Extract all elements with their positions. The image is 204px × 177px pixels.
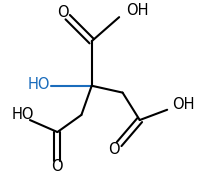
Text: O: O <box>52 159 63 174</box>
Text: O: O <box>108 142 120 157</box>
Text: O: O <box>57 4 68 19</box>
Text: HO: HO <box>12 107 34 122</box>
Text: OH: OH <box>172 97 195 112</box>
Text: HO: HO <box>27 76 50 92</box>
Text: OH: OH <box>126 3 149 18</box>
